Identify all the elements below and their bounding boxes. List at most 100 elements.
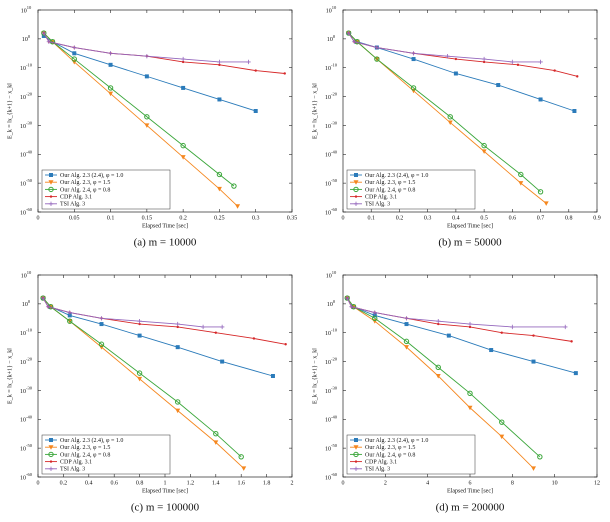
y-tick-label: 10-30	[325, 120, 338, 129]
marker	[352, 39, 357, 44]
marker	[346, 30, 351, 36]
marker	[404, 322, 409, 327]
marker	[572, 109, 577, 113]
marker	[411, 51, 416, 56]
marker	[270, 374, 275, 378]
x-axis-label: Elapsed Time [sec]	[447, 488, 493, 494]
marker	[71, 56, 77, 62]
marker	[99, 316, 104, 321]
y-tick-label: 10-30	[20, 385, 33, 394]
marker	[98, 341, 105, 347]
marker	[467, 321, 473, 327]
marker	[72, 45, 77, 50]
x-tick-label: 2	[384, 480, 387, 486]
x-tick-label: 0	[37, 480, 40, 486]
marker	[510, 59, 515, 65]
y-tick-label: 10-60	[20, 472, 33, 481]
marker	[403, 338, 410, 345]
legend-label: CDP Alg. 3.1	[60, 459, 92, 465]
x-tick-label: 0.15	[142, 215, 153, 221]
y-tick-label: 100	[22, 34, 31, 43]
marker	[467, 390, 473, 397]
y-tick-label: 100	[327, 34, 336, 43]
marker	[481, 56, 487, 62]
legend-label: Our Alg. 2.3 (2.4), φ = 1.0	[365, 437, 428, 444]
marker	[175, 408, 181, 414]
marker	[573, 371, 578, 376]
marker	[216, 171, 223, 178]
series-line	[348, 32, 578, 77]
y-tick-label: 10-40	[20, 414, 33, 423]
y-axis-label: E_k = ‖x_{k+1} − x_k‖	[7, 83, 13, 139]
marker	[138, 322, 141, 326]
series-line	[348, 32, 575, 112]
marker	[553, 69, 556, 72]
legend-label: CDP Alg. 3.1	[60, 194, 92, 200]
marker	[108, 91, 114, 97]
y-tick-label: 10-10	[325, 328, 338, 337]
marker	[404, 316, 409, 321]
marker	[216, 186, 222, 192]
marker	[181, 85, 186, 90]
marker	[217, 59, 222, 65]
marker	[175, 399, 181, 405]
x-tick-label: 0.8	[136, 480, 144, 486]
y-tick-label: 10-60	[20, 207, 33, 216]
marker	[213, 431, 219, 437]
marker	[481, 142, 487, 149]
caption: (a) m = 10000	[134, 237, 197, 249]
marker	[349, 304, 354, 309]
marker	[45, 304, 51, 309]
x-tick-label: 12	[594, 480, 600, 486]
marker	[175, 321, 180, 327]
marker	[446, 333, 451, 338]
legend-label: Our Alg. 2.4, φ = 0.8	[365, 187, 415, 193]
marker	[467, 405, 473, 411]
y-tick-label: 10-20	[325, 357, 338, 366]
y-tick-label: 10-60	[325, 207, 338, 216]
marker	[46, 39, 52, 44]
marker	[176, 325, 179, 329]
y-tick-label: 10-60	[325, 472, 338, 481]
marker	[40, 295, 46, 301]
marker	[144, 74, 149, 79]
legend-label: TSI Alg. 3	[365, 202, 390, 208]
legend-label: TSI Alg. 3	[60, 202, 85, 208]
x-tick-label: 0.1	[367, 215, 375, 221]
marker	[447, 120, 453, 126]
marker	[144, 123, 150, 128]
legend-label: CDP Alg. 3.1	[365, 194, 397, 200]
marker	[518, 171, 524, 178]
legend-label: Our Alg. 2.3, φ = 1.5	[365, 180, 415, 186]
marker	[41, 33, 46, 38]
marker	[372, 315, 378, 321]
series-line	[346, 297, 541, 458]
caption: (b) m = 50000	[438, 237, 502, 249]
x-tick-label: 0.3	[424, 215, 432, 221]
marker	[500, 331, 503, 334]
legend-label: Our Alg. 2.3 (2.4), φ = 1.0	[60, 437, 123, 444]
subplot: 0 0.05 0.1 0.15 0.2 0.25 0.3 0.35 1010 100 10-10 10…	[7, 5, 297, 249]
marker	[181, 60, 185, 64]
marker	[353, 201, 359, 206]
x-tick-label: 0.9	[593, 215, 601, 221]
marker	[254, 69, 257, 72]
y-tick-label: 10-30	[20, 120, 33, 129]
x-tick-label: 0.4	[85, 480, 93, 486]
marker	[137, 376, 143, 382]
marker	[531, 359, 536, 364]
x-axis-label: Elapsed Time [sec]	[447, 223, 493, 229]
marker	[354, 438, 358, 442]
marker	[67, 318, 73, 324]
legend-label: TSI Alg. 3	[365, 467, 390, 473]
marker	[136, 370, 143, 376]
marker	[99, 322, 104, 327]
marker	[353, 466, 359, 471]
x-tick-label: 1	[164, 480, 167, 486]
marker	[235, 204, 241, 209]
marker	[374, 45, 380, 50]
plot-frame	[37, 9, 293, 213]
marker	[436, 318, 441, 324]
marker	[48, 445, 54, 450]
